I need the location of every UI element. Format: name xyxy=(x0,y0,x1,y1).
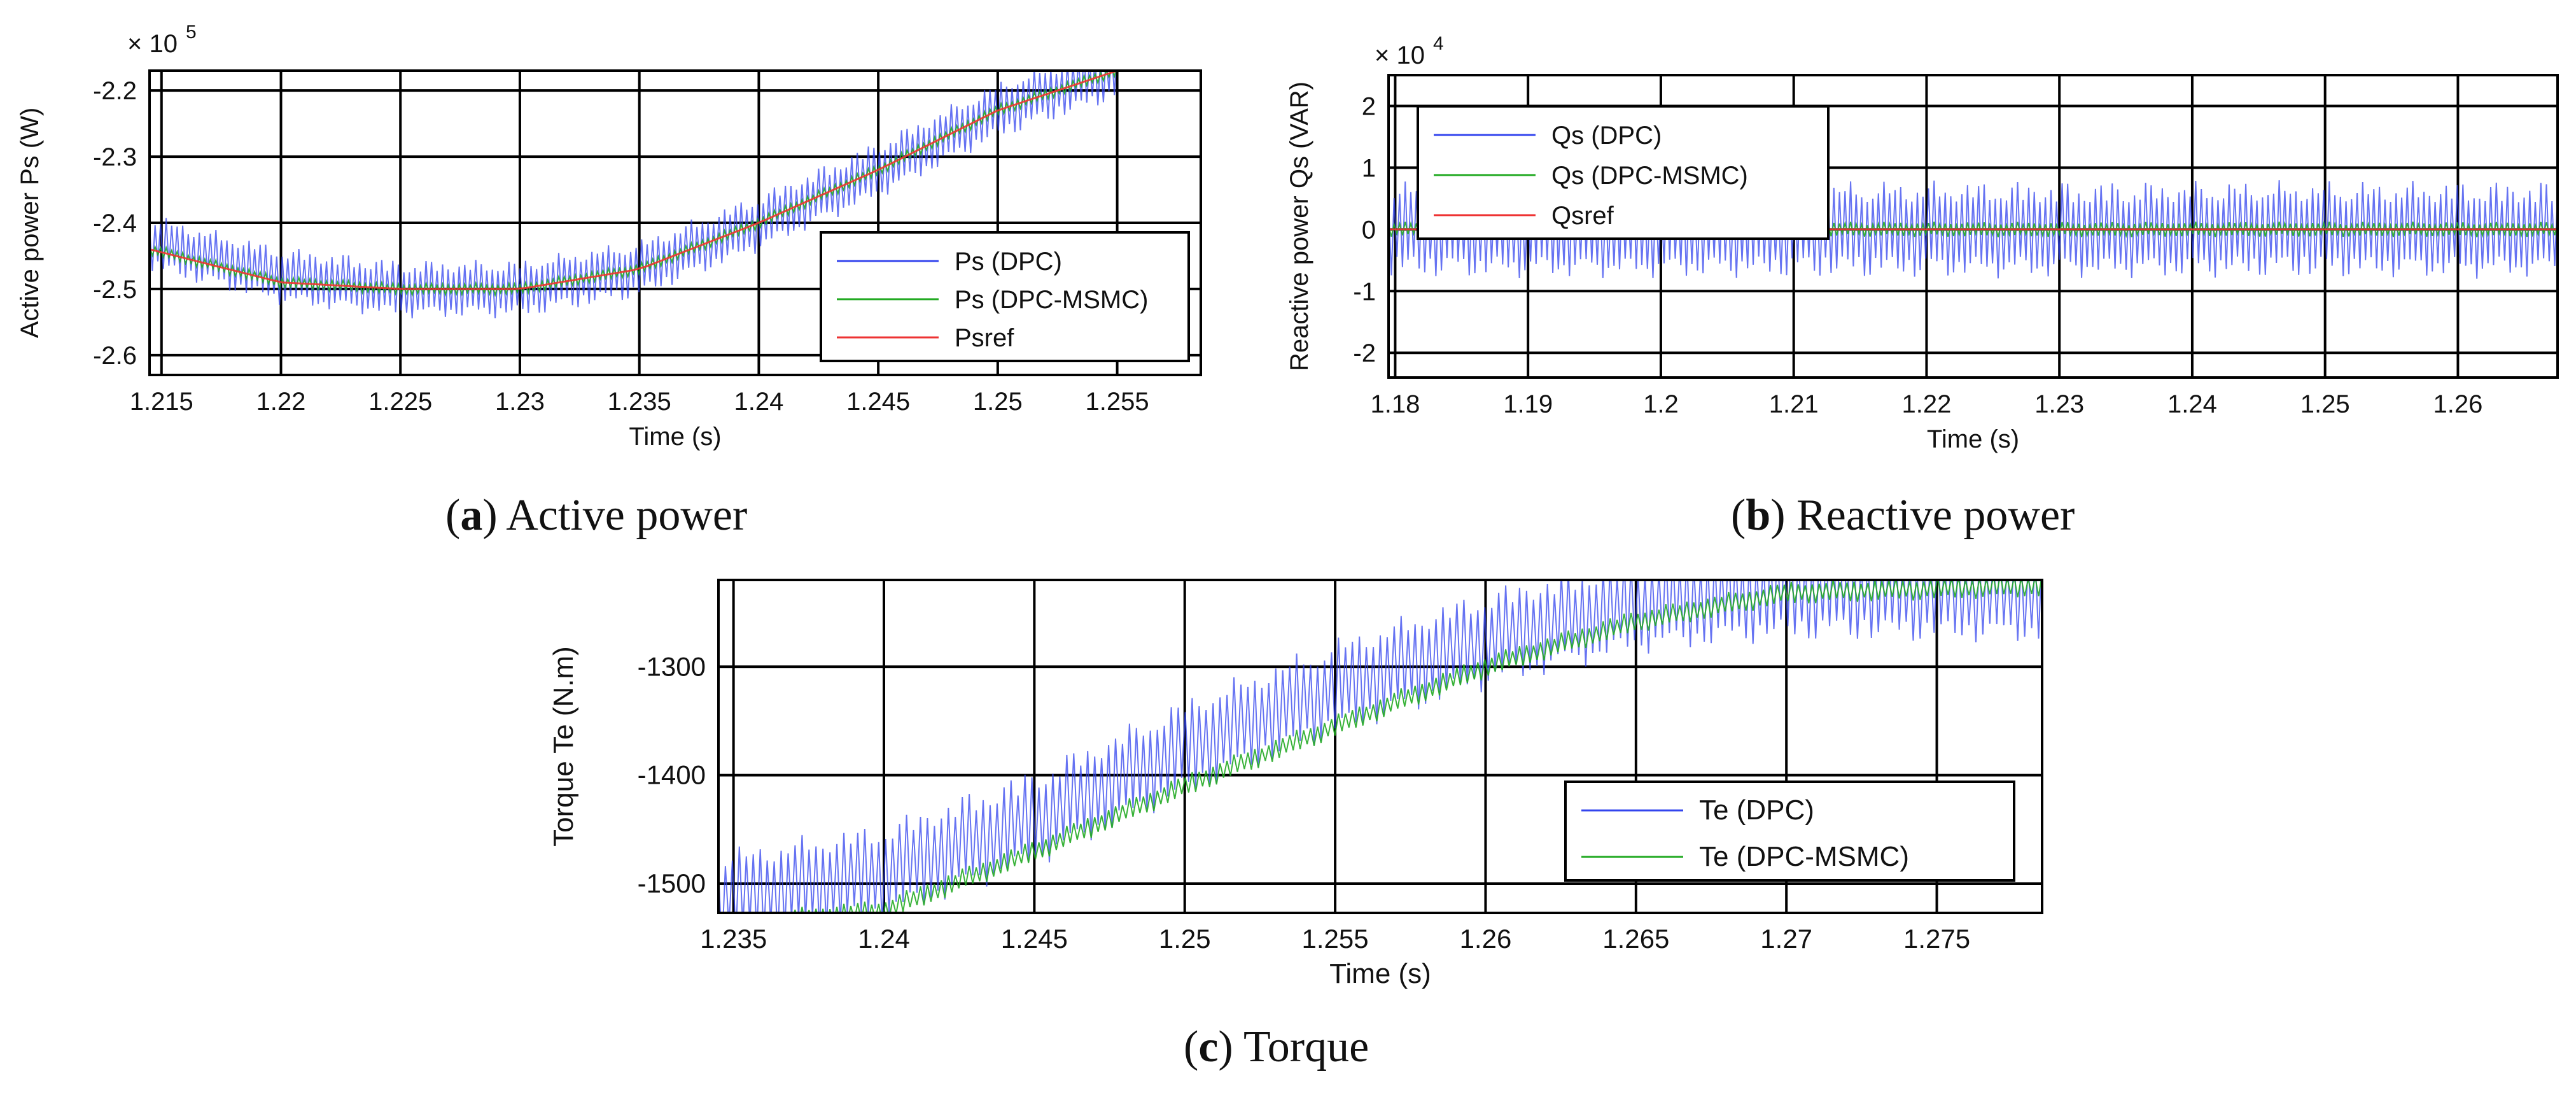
x-tick-label: 1.23 xyxy=(495,388,545,416)
legend-label: Ps (DPC-MSMC) xyxy=(955,286,1148,314)
caption-c-letter: c xyxy=(1198,1022,1219,1071)
caption-c-text: Torque xyxy=(1243,1022,1369,1071)
legend: Qs (DPC) Qs (DPC-MSMC) Qsref xyxy=(1417,105,1830,240)
legend-label: Qs (DPC) xyxy=(1551,122,1662,150)
x-tick-label: 1.24 xyxy=(734,388,783,416)
x-tick-label: 1.18 xyxy=(1371,390,1420,418)
legend: Te (DPC) Te (DPC-MSMC) xyxy=(1564,781,2015,882)
x-tick-label: 1.23 xyxy=(2034,390,2084,418)
x-tick-label: 1.24 xyxy=(858,924,910,954)
x-tick-label: 1.255 xyxy=(1302,924,1369,954)
caption-b-letter: b xyxy=(1746,491,1771,540)
x-tick-label: 1.225 xyxy=(368,388,432,416)
y-tick-label: -1500 xyxy=(638,868,706,898)
axes-box xyxy=(717,579,2043,914)
x-tick-label: 1.22 xyxy=(256,388,306,416)
y-multiplier: × 10 xyxy=(127,30,178,58)
y-tick-label: 2 xyxy=(1362,92,1376,120)
y-tick-label: -2 xyxy=(1353,339,1376,367)
x-tick-label: 1.26 xyxy=(1460,924,1512,954)
x-tick-label: 1.27 xyxy=(1760,924,1812,954)
caption-a-letter: a xyxy=(460,491,483,540)
legend-box xyxy=(820,231,1190,362)
caption-a-text: Active power xyxy=(506,491,748,540)
legend-label: Qs (DPC-MSMC) xyxy=(1551,162,1748,190)
legend-label: Psref xyxy=(955,324,1014,352)
series-group xyxy=(150,71,1118,319)
x-tick-label: 1.215 xyxy=(130,388,193,416)
y-axis-label: Torque Te (N.m) xyxy=(548,646,579,847)
x-tick-label: 1.22 xyxy=(1902,390,1952,418)
series-group xyxy=(718,580,2042,913)
series-line-2 xyxy=(150,71,1117,297)
legend: Ps (DPC) Ps (DPC-MSMC) Psref xyxy=(820,231,1190,362)
x-tick-label: 1.255 xyxy=(1086,388,1149,416)
chart-a: 1.215 1.22 1.225 1.23 1.235 1.24 1.245 1.25 1.25… xyxy=(16,22,1202,451)
caption-b-text: Reactive power xyxy=(1796,491,2075,540)
x-tick-label: 1.25 xyxy=(973,388,1023,416)
caption-c: (c) Torque xyxy=(1184,1022,1369,1071)
x-tick-label: 1.275 xyxy=(1903,924,1970,954)
y-tick-label: -1400 xyxy=(638,760,706,790)
y-multiplier: × 10 xyxy=(1375,41,1425,69)
caption-b: (b) Reactive power xyxy=(1731,491,2075,540)
y-tick-label: -2.4 xyxy=(93,209,137,237)
y-tick-label: 1 xyxy=(1362,154,1376,182)
legend-box xyxy=(1417,105,1830,240)
y-axis-label: Active power Ps (W) xyxy=(16,108,44,338)
x-tick-label: 1.26 xyxy=(2433,390,2483,418)
series-line-1 xyxy=(150,71,1117,319)
x-axis-label: Time (s) xyxy=(1927,425,2019,453)
y-tick-label: -2.6 xyxy=(93,342,137,370)
x-tick-label: 1.25 xyxy=(1159,924,1211,954)
series-line-3 xyxy=(150,71,1118,290)
x-tick-label: 1.19 xyxy=(1503,390,1553,418)
x-tick-label: 1.245 xyxy=(1001,924,1068,954)
axes-box xyxy=(148,69,1202,376)
series-line-2 xyxy=(759,580,2042,913)
legend-label: Te (DPC-MSMC) xyxy=(1699,841,1909,872)
x-axis-label: Time (s) xyxy=(1329,958,1431,989)
x-tick-label: 1.21 xyxy=(1769,390,1819,418)
x-axis-label: Time (s) xyxy=(629,423,721,451)
y-tick-label: -2.5 xyxy=(93,276,137,304)
y-tick-label: -2.2 xyxy=(93,77,137,105)
axes-box xyxy=(1387,74,2559,379)
y-tick-label: -2.3 xyxy=(93,143,137,171)
y-tick-label: 0 xyxy=(1362,216,1376,244)
caption-a: (a) Active power xyxy=(445,491,748,540)
legend-label: Te (DPC) xyxy=(1699,795,1814,826)
x-tick-label: 1.24 xyxy=(2167,390,2217,418)
chart-b: 1.18 1.19 1.2 1.21 1.22 1.23 1.24 1.25 1.26 2 1 0 -1… xyxy=(1285,33,2559,453)
legend-box xyxy=(1564,781,2015,882)
y-tick-label: -1300 xyxy=(638,651,706,681)
x-tick-label: 1.235 xyxy=(608,388,671,416)
legend-label: Ps (DPC) xyxy=(955,248,1062,276)
y-tick-label: -1 xyxy=(1353,278,1376,306)
series-line-1 xyxy=(718,580,2042,913)
legend-label: Qsref xyxy=(1551,202,1614,230)
y-exponent: 4 xyxy=(1433,33,1444,54)
x-tick-label: 1.2 xyxy=(1643,390,1679,418)
x-tick-label: 1.245 xyxy=(846,388,910,416)
y-axis-label: Reactive power Qs (VAR) xyxy=(1285,81,1313,371)
chart-c: 1.235 1.24 1.245 1.25 1.255 1.26 1.265 1.27 1.27… xyxy=(548,579,2043,989)
x-tick-label: 1.265 xyxy=(1602,924,1669,954)
x-tick-label: 1.25 xyxy=(2300,390,2350,418)
y-exponent: 5 xyxy=(186,22,197,43)
x-tick-label: 1.235 xyxy=(700,924,767,954)
